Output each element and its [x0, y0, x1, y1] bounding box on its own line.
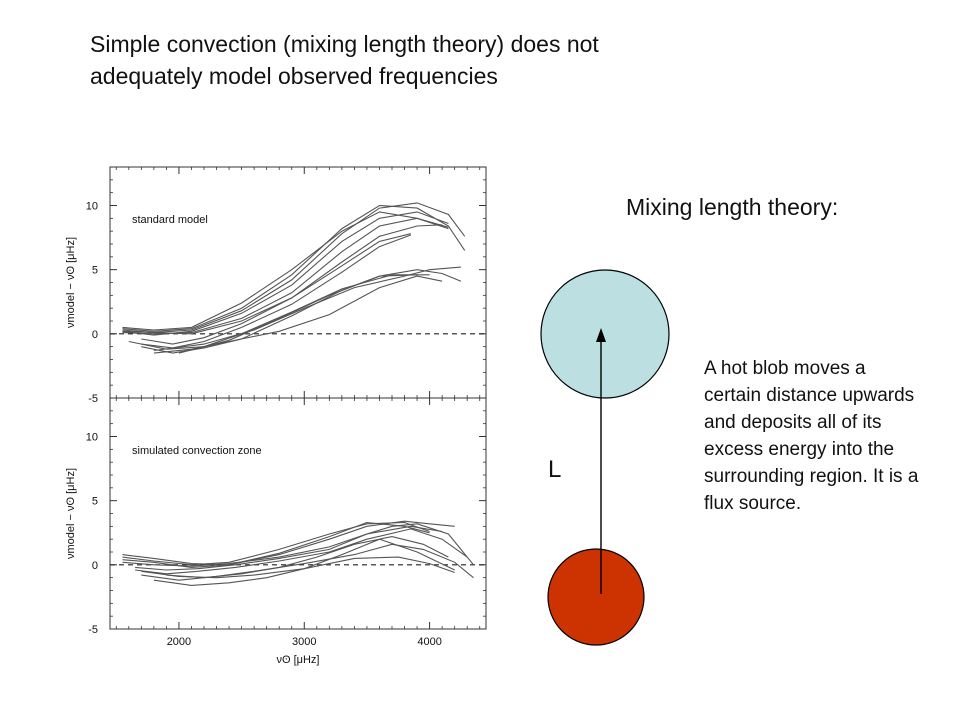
slide-title: Simple convection (mixing length theory)…	[90, 28, 730, 92]
series-line	[141, 233, 411, 345]
series-line	[122, 204, 466, 332]
series-line	[141, 274, 418, 354]
hot-blob-lower	[547, 548, 645, 646]
series-line	[128, 274, 430, 350]
y-tick-label: -5	[88, 624, 98, 636]
panel-label: standard model	[132, 214, 208, 226]
x-tick-label: 2000	[167, 636, 191, 648]
series-line	[135, 525, 443, 571]
y-tick-label: 10	[86, 432, 98, 444]
series-line	[166, 536, 449, 579]
blob-description: A hot blob moves a certain distance upwa…	[704, 358, 919, 514]
y-tick-label: 0	[92, 329, 98, 341]
length-label: L	[548, 456, 562, 483]
series-line	[122, 211, 449, 331]
panel-frame	[109, 397, 487, 630]
y-axis-label: νmodel − νʘ [μHz]	[65, 237, 77, 328]
series-line	[153, 538, 455, 586]
cool-blob-upper	[540, 269, 670, 399]
y-tick-label: 10	[86, 201, 98, 213]
y-tick-label: 5	[92, 265, 98, 277]
rise-arrow-head	[596, 328, 606, 342]
y-tick-label: -5	[88, 393, 98, 405]
slide-title-line-2: adequately model observed frequencies	[90, 63, 498, 89]
series-line	[122, 520, 455, 566]
mixing-length-heading: Mixing length theory:	[626, 194, 839, 220]
y-axis-label: νmodel − νʘ [μHz]	[65, 468, 77, 559]
slide-title-line-1: Simple convection (mixing length theory)…	[90, 31, 599, 57]
series-line	[135, 528, 468, 575]
panel-label: simulated convection zone	[132, 445, 262, 457]
series-line	[178, 269, 462, 354]
x-axis-label: νʘ [μHz]	[276, 654, 319, 666]
x-tick-label: 4000	[417, 636, 441, 648]
series-line	[122, 521, 430, 568]
mixing-length-diagram	[540, 269, 670, 646]
x-tick-label: 3000	[292, 636, 316, 648]
y-tick-label: 5	[92, 496, 98, 508]
y-tick-label: 0	[92, 560, 98, 572]
series-line	[122, 523, 474, 567]
series-line	[122, 521, 430, 566]
series-line	[141, 234, 411, 349]
series-line	[122, 202, 466, 334]
frequency-difference-charts: -5 0 5 10 standard model νmodel − νʘ [μHz] -5 0…	[65, 166, 487, 666]
panel-frame	[109, 166, 487, 399]
